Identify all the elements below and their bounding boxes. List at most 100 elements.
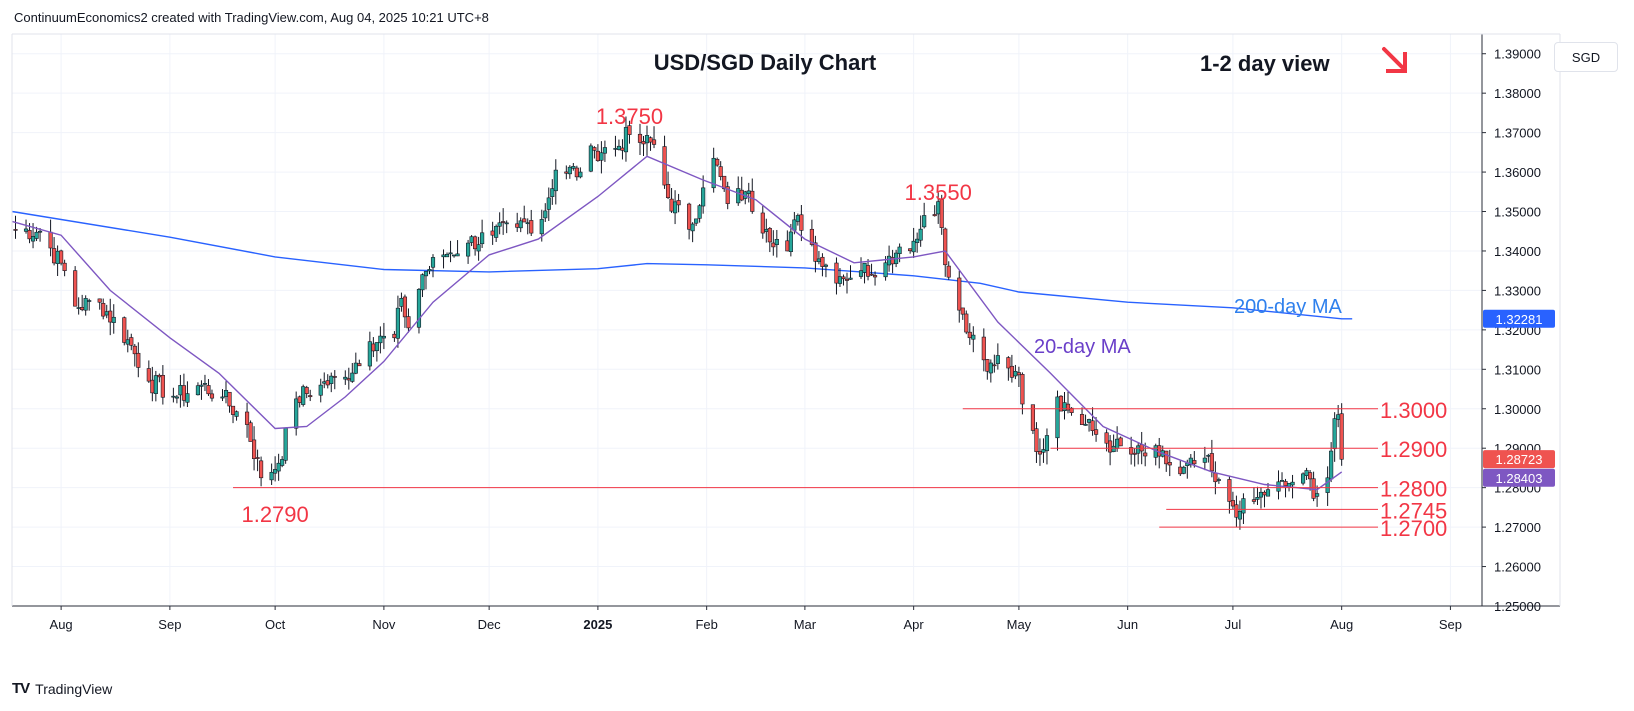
currency-label[interactable]: SGD xyxy=(1554,42,1618,72)
candle-body xyxy=(1090,420,1095,431)
y-tick-label: 1.36000 xyxy=(1494,165,1541,180)
candle-body xyxy=(922,215,927,228)
candle xyxy=(897,243,902,263)
candle-body xyxy=(1315,493,1320,497)
candle xyxy=(651,126,657,149)
annot-layer: 1.3750 1.3550 1.2790 200-day MA 20-day MA USD… xyxy=(241,47,1407,527)
candle-body xyxy=(522,218,527,223)
candle xyxy=(494,224,499,242)
candle-body xyxy=(834,262,839,284)
candle xyxy=(150,366,155,402)
candle xyxy=(1160,445,1165,458)
candle xyxy=(739,176,744,202)
candle xyxy=(160,365,165,405)
ma20-label: 20-day MA xyxy=(1034,336,1131,358)
candle xyxy=(76,297,81,315)
candle xyxy=(448,240,453,263)
candle xyxy=(455,240,460,257)
candle xyxy=(451,254,457,258)
candle-body xyxy=(97,298,102,303)
candle-body xyxy=(122,317,127,343)
candle-body xyxy=(939,199,944,228)
candle-body xyxy=(1143,452,1148,457)
candle-body xyxy=(34,231,39,239)
candle-body xyxy=(76,307,81,309)
candle-body xyxy=(101,302,106,317)
candle-body xyxy=(971,334,976,340)
x-tick-label: Sep xyxy=(1439,617,1462,632)
x-tick-label: Aug xyxy=(50,617,73,632)
candle xyxy=(259,456,264,487)
y-tick-label: 1.30000 xyxy=(1494,402,1541,417)
candle-body xyxy=(1279,480,1285,482)
candle xyxy=(743,190,748,205)
candle xyxy=(473,235,478,256)
candle xyxy=(785,230,790,252)
candle-body xyxy=(230,405,236,415)
candle-body xyxy=(125,339,130,345)
candle-body xyxy=(736,188,741,204)
candle xyxy=(374,342,379,362)
candle-body xyxy=(841,276,846,280)
candle-body xyxy=(1083,423,1088,426)
candle xyxy=(553,159,558,205)
candle-body xyxy=(1234,504,1239,518)
candle-body xyxy=(964,313,969,333)
candle-body xyxy=(872,275,878,278)
candle xyxy=(662,135,667,189)
candle-body xyxy=(697,205,702,219)
candle xyxy=(1037,438,1043,466)
candle-body xyxy=(318,384,323,396)
candle xyxy=(248,420,253,442)
x-tick-label: Jun xyxy=(1117,617,1138,632)
candle xyxy=(669,188,674,213)
candle-body xyxy=(795,215,800,222)
candle xyxy=(690,222,695,243)
candle-body xyxy=(623,127,629,153)
candle-body xyxy=(353,362,358,374)
x-tick-label: Apr xyxy=(904,617,925,632)
candle-body xyxy=(1181,466,1186,474)
candle xyxy=(694,218,699,227)
candle xyxy=(346,367,351,390)
candle-body xyxy=(73,270,78,307)
tradingview-logo[interactable]: TV TradingView xyxy=(12,680,112,697)
candle-body xyxy=(283,427,288,461)
candle-body xyxy=(153,375,158,394)
candle xyxy=(1213,461,1218,495)
candle-body xyxy=(252,439,257,459)
x-tick-label: Aug xyxy=(1330,617,1353,632)
candle-body xyxy=(515,223,520,228)
candle-body xyxy=(543,210,548,219)
candle xyxy=(588,143,593,173)
price-badge: 1.28723 xyxy=(1483,450,1555,469)
candle-body xyxy=(799,214,804,231)
candle-body xyxy=(599,152,604,161)
candle xyxy=(571,163,576,171)
candle xyxy=(223,381,229,404)
candle xyxy=(599,141,604,174)
candle-body xyxy=(823,264,829,267)
candle-body xyxy=(185,393,190,403)
candle-body xyxy=(1086,419,1092,423)
level-label: 1.2900 xyxy=(1380,437,1447,462)
candle xyxy=(234,410,239,421)
candle xyxy=(101,298,106,320)
candle xyxy=(1111,434,1116,453)
candle-body xyxy=(1111,445,1116,453)
ma20-line xyxy=(11,155,1343,491)
candle xyxy=(1234,495,1239,528)
candle xyxy=(848,265,853,280)
candle-body xyxy=(960,307,965,315)
candle-body xyxy=(553,169,558,192)
candle-body xyxy=(711,157,716,189)
candle xyxy=(1065,390,1071,414)
candle-body xyxy=(858,270,864,277)
candle xyxy=(960,307,965,320)
candle xyxy=(1230,491,1235,510)
candle-body xyxy=(427,269,432,272)
chart-subtitle: 1-2 day view xyxy=(1200,51,1331,76)
candle xyxy=(981,328,986,372)
candle-body xyxy=(665,183,671,199)
